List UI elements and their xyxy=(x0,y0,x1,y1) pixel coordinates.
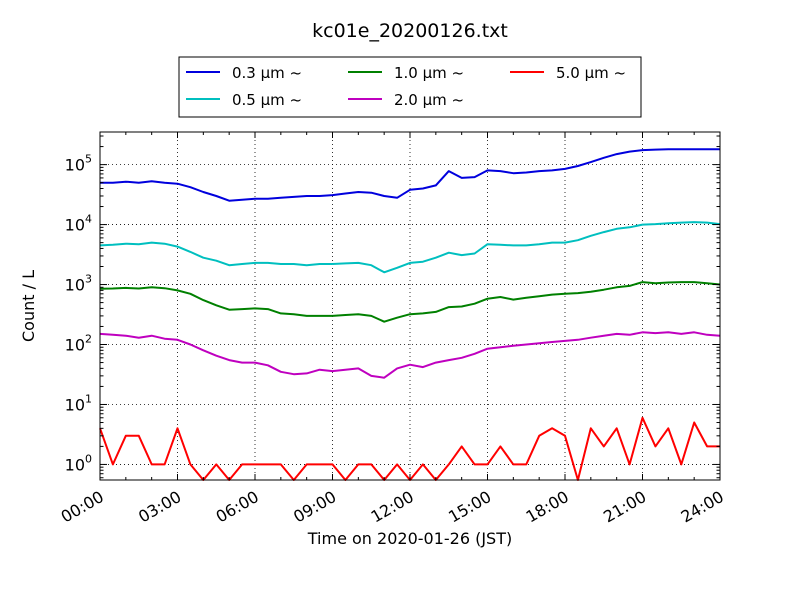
legend-label-1: 0.3 μm ~ xyxy=(232,64,302,82)
ticks xyxy=(99,132,721,480)
y-tick-label: 103 xyxy=(65,273,92,295)
legend: 0.3 μm ~ 0.5 μm ~ 1.0 μm ~ 2.0 μm ~ 5.0 μm ~ xyxy=(178,56,642,118)
y-tick-label: 102 xyxy=(65,333,92,355)
legend-label-4: 2.0 μm ~ xyxy=(394,91,464,109)
x-tick-label: 21:00 xyxy=(600,487,649,527)
series-line-4 xyxy=(99,331,721,379)
y-tick-label: 101 xyxy=(65,392,92,414)
y-tick-labels: 100 101 102 103 104 105 xyxy=(65,153,92,475)
series-line-1 xyxy=(100,148,720,202)
legend-label-5: 5.0 μm ~ xyxy=(556,64,626,82)
legend-label-2: 0.5 μm ~ xyxy=(232,91,302,109)
x-tick-label: 03:00 xyxy=(135,487,184,527)
x-axis-title: Time on 2020-01-26 (JST) xyxy=(307,529,512,548)
x-tick-label: 18:00 xyxy=(523,487,572,527)
x-tick-label: 06:00 xyxy=(213,487,262,527)
series-line-3 xyxy=(99,281,721,323)
series-layer xyxy=(99,148,721,481)
x-tick-label: 15:00 xyxy=(445,487,494,527)
chart-title: kc01e_20200126.txt xyxy=(312,20,508,42)
x-tick-labels: 00:00 03:00 06:00 09:00 12:00 15:00 18:00 21:00… xyxy=(58,487,727,527)
grid xyxy=(100,132,720,480)
x-tick-label: 00:00 xyxy=(58,487,107,527)
x-tick-label: 09:00 xyxy=(290,487,339,527)
y-axis-title: Count / L xyxy=(19,270,38,342)
series-line-2 xyxy=(99,221,721,274)
y-tick-label: 104 xyxy=(65,213,92,235)
x-tick-label: 12:00 xyxy=(368,487,417,527)
y-tick-label: 105 xyxy=(65,153,92,175)
legend-frame xyxy=(178,56,642,118)
legend-label-3: 1.0 μm ~ xyxy=(394,64,464,82)
x-tick-label: 24:00 xyxy=(678,487,727,527)
y-tick-label: 100 xyxy=(65,452,92,474)
